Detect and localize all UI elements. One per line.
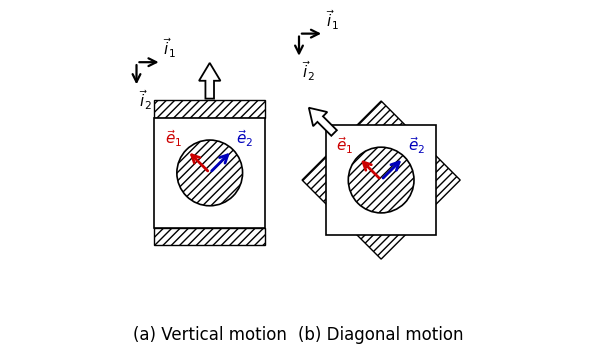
FancyBboxPatch shape [154, 118, 265, 228]
FancyBboxPatch shape [302, 101, 460, 259]
Text: (b) Diagonal motion: (b) Diagonal motion [298, 326, 464, 344]
Polygon shape [199, 63, 221, 99]
Text: $\vec{i}_1$: $\vec{i}_1$ [326, 8, 339, 32]
Text: $\vec{i}_2$: $\vec{i}_2$ [302, 60, 315, 84]
Text: $\vec{e}_2$: $\vec{e}_2$ [408, 136, 425, 156]
Polygon shape [309, 108, 337, 136]
Text: $\vec{e}_2$: $\vec{e}_2$ [236, 129, 254, 149]
Text: $\vec{e}_1$: $\vec{e}_1$ [336, 136, 353, 156]
Text: (a) Vertical motion: (a) Vertical motion [133, 326, 286, 344]
Text: $\vec{e}_1$: $\vec{e}_1$ [164, 129, 182, 149]
FancyBboxPatch shape [154, 100, 265, 118]
Text: $\vec{i}_1$: $\vec{i}_1$ [163, 37, 176, 60]
FancyBboxPatch shape [154, 228, 265, 246]
Text: $\vec{i}_2$: $\vec{i}_2$ [139, 88, 152, 112]
FancyBboxPatch shape [326, 125, 437, 235]
Circle shape [177, 140, 243, 206]
Circle shape [348, 147, 414, 213]
